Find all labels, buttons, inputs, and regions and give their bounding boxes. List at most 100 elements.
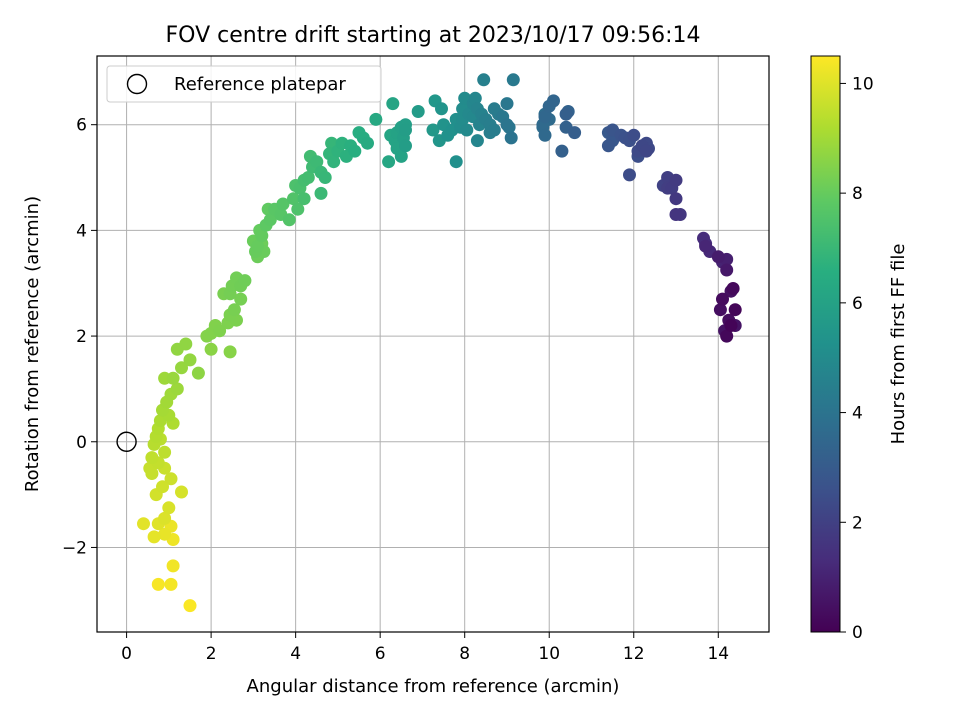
scatter-point: [361, 136, 374, 150]
scatter-point: [234, 292, 248, 306]
scatter-point: [166, 559, 180, 573]
colorbar-tick-label: 0: [852, 623, 863, 643]
scatter-point: [156, 480, 169, 494]
scatter-point: [504, 131, 518, 145]
scatter-point: [263, 213, 277, 227]
scatter-point: [716, 292, 729, 306]
scatter-point: [639, 144, 653, 158]
scatter-points: [137, 73, 742, 613]
scatter-point: [399, 139, 412, 153]
grid: [97, 56, 769, 632]
y-tick-label: 0: [76, 433, 87, 453]
scatter-point: [204, 342, 218, 356]
reference-marker: [116, 431, 137, 452]
plot-frame: [96, 55, 770, 633]
scatter-point: [175, 485, 188, 499]
x-axis-label: Angular distance from reference (arcmin): [247, 676, 620, 697]
scatter-point: [669, 173, 683, 187]
x-axis-ticks: 0 2 4 6 8 10 12 14: [121, 632, 729, 664]
colorbar-tick-label: 6: [852, 294, 863, 314]
scatter-point: [191, 366, 205, 380]
scatter-point: [147, 530, 161, 544]
scatter-point: [291, 202, 305, 216]
y-axis-label: Rotation from reference (arcmin): [22, 196, 43, 492]
scatter-point: [411, 105, 425, 118]
scatter-point: [386, 97, 400, 111]
colorbar-gradient: [811, 56, 840, 632]
scatter-point: [601, 139, 615, 153]
scatter-point: [301, 171, 315, 184]
reference-platepar-point: [116, 431, 137, 452]
scatter-point: [297, 192, 311, 206]
scatter-point: [669, 208, 683, 221]
colorbar-frame: [810, 55, 841, 633]
y-tick-label: 2: [76, 327, 87, 347]
scatter-point: [726, 282, 740, 295]
scatter-point: [724, 319, 738, 332]
scatter-point: [282, 213, 296, 227]
scatter-point: [170, 382, 184, 396]
scatter-point: [559, 107, 573, 121]
colorbar-label: Hours from first FF file: [888, 244, 909, 445]
scatter-point: [487, 123, 501, 137]
y-tick-label: 4: [76, 221, 87, 241]
chart-title: FOV centre drift starting at 2023/10/17 …: [166, 23, 701, 48]
colorbar: 0 2 4 6 8 10 Hours from first FF file: [810, 55, 909, 643]
scatter-point: [547, 94, 560, 108]
scatter-point: [477, 73, 491, 87]
legend-box: [106, 65, 382, 103]
scatter-point: [137, 517, 150, 531]
scatter-point: [287, 192, 300, 206]
scatter-point: [555, 144, 569, 158]
scatter-point: [720, 329, 734, 343]
scatter-point: [213, 324, 227, 338]
scatter-point: [382, 155, 396, 169]
scatter-point: [399, 123, 412, 137]
x-tick-label: 2: [206, 644, 217, 664]
scatter-point: [179, 337, 193, 351]
scatter-point: [394, 149, 408, 163]
x-tick-label: 12: [623, 644, 645, 664]
scatter-point: [506, 73, 520, 87]
scatter-point: [223, 345, 237, 359]
scatter-point: [158, 511, 172, 525]
scatter-point: [183, 353, 197, 367]
scatter-point: [318, 171, 332, 184]
x-tick-label: 10: [538, 644, 560, 664]
scatter-point: [713, 303, 727, 317]
scatter-point: [145, 467, 159, 480]
scatter-point: [623, 168, 636, 182]
scatter-point: [255, 229, 269, 243]
colorbar-tick-label: 8: [852, 184, 863, 204]
scatter-point: [460, 123, 474, 137]
colorbar-tick-label: 10: [852, 74, 874, 94]
scatter-point: [158, 527, 172, 541]
scatter-point: [449, 155, 463, 169]
scatter-point: [183, 599, 197, 613]
scatter-point: [720, 263, 734, 277]
scatter-point: [348, 144, 362, 158]
scatter-point: [435, 102, 448, 116]
x-tick-label: 4: [290, 644, 301, 664]
scatter-point: [538, 110, 552, 124]
scatter-point: [468, 91, 482, 105]
scatter-point: [728, 303, 742, 317]
scatter-point: [699, 239, 713, 253]
scatter-point: [164, 472, 178, 486]
scatter-point: [500, 118, 514, 132]
x-tick-label: 0: [121, 644, 132, 664]
scatter-point: [711, 250, 725, 264]
scatter-point: [164, 577, 178, 591]
scatter-point: [669, 192, 683, 206]
scatter-point: [158, 445, 172, 459]
scatter-point: [314, 186, 328, 200]
legend-entry: Reference platepar: [174, 74, 346, 95]
y-tick-label: 6: [76, 116, 87, 136]
scatter-point: [251, 239, 265, 253]
scatter-point: [151, 577, 165, 591]
scatter-point: [568, 126, 582, 140]
y-tick-label: −2: [62, 538, 87, 558]
scatter-point: [500, 97, 514, 111]
